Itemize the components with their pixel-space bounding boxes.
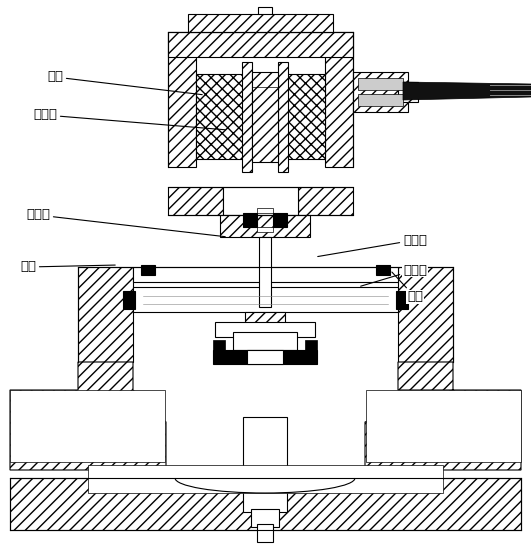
Bar (398, 267, 453, 362)
Bar (215, 322, 315, 337)
Bar (133, 287, 398, 312)
Text: 阀体: 阀体 (392, 272, 423, 304)
Bar (213, 340, 225, 350)
Bar (358, 78, 403, 90)
Text: 活塞环: 活塞环 (361, 263, 427, 286)
Text: 活塞: 活塞 (20, 261, 115, 274)
Bar (353, 72, 408, 112)
Bar (305, 340, 317, 350)
Bar (123, 291, 135, 309)
Bar (168, 32, 196, 167)
Bar (396, 291, 408, 309)
Bar (298, 187, 353, 215)
Bar (257, 524, 273, 542)
Bar (257, 227, 273, 232)
Bar (247, 350, 283, 364)
Bar (259, 237, 271, 307)
Bar (242, 62, 252, 172)
Bar (223, 187, 298, 215)
Bar (273, 213, 287, 227)
Bar (196, 74, 325, 159)
Bar (325, 32, 353, 167)
Bar (358, 94, 403, 106)
Bar (366, 390, 521, 462)
Bar (376, 265, 390, 275)
Bar (10, 390, 165, 462)
Bar (188, 14, 333, 32)
Text: 动铁芯: 动铁芯 (33, 108, 225, 130)
Text: 先导孔: 先导孔 (26, 209, 225, 237)
Polygon shape (403, 82, 531, 100)
Bar (243, 417, 287, 512)
Bar (133, 267, 398, 282)
Bar (258, 7, 272, 15)
Bar (213, 350, 317, 364)
Bar (233, 332, 297, 350)
Text: 线圈: 线圈 (47, 70, 202, 95)
Bar (278, 62, 288, 172)
Bar (78, 267, 133, 362)
Bar (257, 208, 273, 213)
Bar (243, 213, 257, 227)
Bar (251, 509, 279, 527)
Text: 节流孔: 节流孔 (318, 233, 427, 257)
Bar (253, 15, 277, 27)
Bar (245, 312, 285, 357)
Bar (10, 478, 521, 530)
Bar (168, 32, 353, 57)
Polygon shape (10, 362, 166, 470)
Bar (168, 187, 223, 215)
Bar (220, 215, 310, 237)
Polygon shape (365, 362, 521, 470)
Bar (252, 72, 278, 162)
Bar (88, 465, 443, 493)
Bar (398, 82, 418, 102)
Bar (141, 265, 155, 275)
